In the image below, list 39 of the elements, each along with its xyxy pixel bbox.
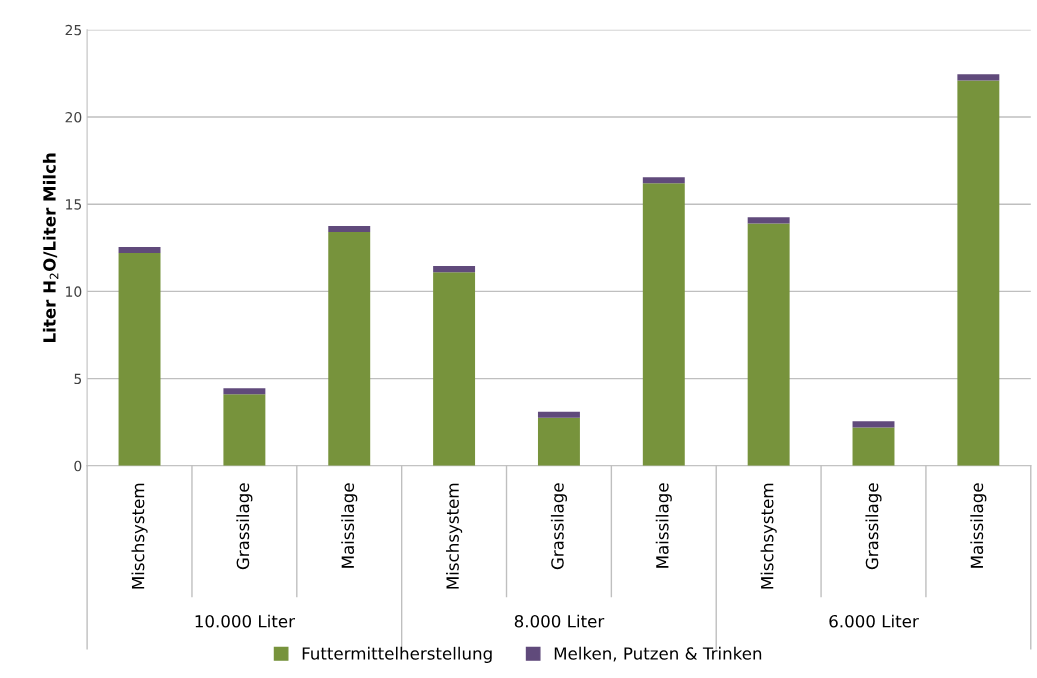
bar [642,177,685,184]
bar [852,427,895,466]
bar [957,74,1000,81]
text: 6.000 Liter [829,614,919,628]
bar [328,232,371,466]
text: 10.000 Liter [195,614,295,628]
y-tick-label: 25 [65,24,82,36]
bar [852,421,895,428]
legend-label: Melken, Putzen & Trinken [554,646,762,662]
x-tick-label: Maissilage [970,483,987,568]
x-tick-label: Grassilage [550,483,568,570]
x-tick-label: Maissilage [341,483,358,568]
bar [747,217,790,224]
y-tick-label: 0 [74,460,82,472]
bar [118,246,161,254]
bar [118,253,161,466]
bar [328,226,371,233]
bar [537,417,580,466]
x-tick-label: Maissilage [655,483,672,568]
bar [223,388,266,395]
bar [433,266,476,273]
legend-label: Futtermittelherstellung [302,646,492,663]
y-tick-label: 5 [74,373,82,385]
y-tick-label: 10 [66,286,82,297]
x-tick-label: Grassilage [865,483,882,570]
x-tick-label: Grassilage [236,483,253,570]
bar [537,411,580,418]
x-tick-label: Mischsystem [131,483,148,589]
bar [957,80,1000,466]
x-tick-label: Mischsystem [446,483,463,589]
bar [642,183,685,466]
y-tick-label: 20 [65,111,82,123]
bar [433,272,476,466]
bar [223,394,266,466]
bar [747,223,790,466]
y-axis-title: Liter H$_{2}$O/Liter Milch [42,153,59,342]
text: 8.000 Liter [514,614,605,628]
x-tick-label: Mischsystem [760,483,777,589]
y-tick-label: 15 [66,199,82,210]
